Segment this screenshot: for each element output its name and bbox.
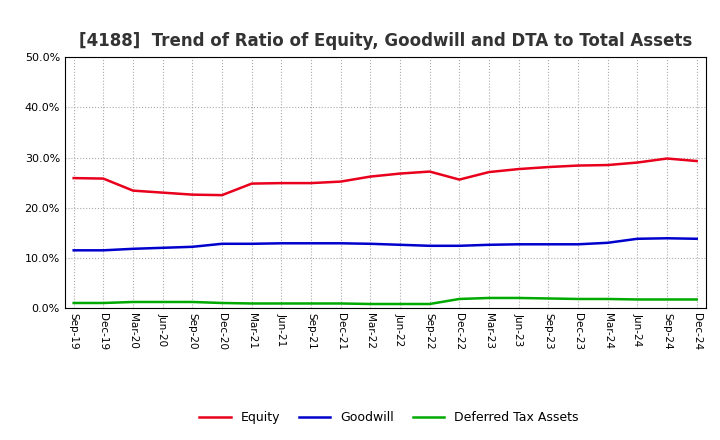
Deferred Tax Assets (396, 301, 405, 307)
Equity (158, 190, 167, 195)
Equity (248, 181, 256, 186)
Goodwill (307, 241, 315, 246)
Deferred Tax Assets (158, 299, 167, 304)
Goodwill (129, 246, 138, 251)
Deferred Tax Assets (455, 296, 464, 301)
Equity (633, 160, 642, 165)
Equity (662, 156, 671, 161)
Deferred Tax Assets (603, 296, 612, 301)
Deferred Tax Assets (426, 301, 434, 307)
Goodwill (69, 248, 78, 253)
Equity (99, 176, 108, 181)
Goodwill (248, 241, 256, 246)
Goodwill (633, 236, 642, 242)
Deferred Tax Assets (514, 295, 523, 301)
Equity (69, 176, 78, 181)
Goodwill (188, 244, 197, 249)
Line: Equity: Equity (73, 158, 697, 195)
Legend: Equity, Goodwill, Deferred Tax Assets: Equity, Goodwill, Deferred Tax Assets (194, 407, 583, 429)
Equity (574, 163, 582, 168)
Equity (188, 192, 197, 197)
Goodwill (603, 240, 612, 246)
Goodwill (277, 241, 286, 246)
Equity (514, 166, 523, 172)
Deferred Tax Assets (188, 299, 197, 304)
Deferred Tax Assets (366, 301, 374, 307)
Goodwill (99, 248, 108, 253)
Goodwill (455, 243, 464, 249)
Line: Deferred Tax Assets: Deferred Tax Assets (73, 298, 697, 304)
Equity (307, 180, 315, 186)
Deferred Tax Assets (129, 299, 138, 304)
Deferred Tax Assets (99, 301, 108, 306)
Equity (129, 188, 138, 193)
Line: Goodwill: Goodwill (73, 238, 697, 250)
Goodwill (514, 242, 523, 247)
Goodwill (396, 242, 405, 247)
Deferred Tax Assets (633, 297, 642, 302)
Goodwill (485, 242, 493, 247)
Deferred Tax Assets (485, 295, 493, 301)
Equity (277, 180, 286, 186)
Equity (693, 158, 701, 164)
Deferred Tax Assets (336, 301, 345, 306)
Equity (544, 165, 553, 170)
Goodwill (158, 245, 167, 250)
Equity (426, 169, 434, 174)
Goodwill (574, 242, 582, 247)
Deferred Tax Assets (693, 297, 701, 302)
Deferred Tax Assets (662, 297, 671, 302)
Equity (455, 177, 464, 182)
Goodwill (426, 243, 434, 249)
Equity (336, 179, 345, 184)
Deferred Tax Assets (217, 301, 226, 306)
Deferred Tax Assets (574, 296, 582, 301)
Goodwill (662, 236, 671, 241)
Title: [4188]  Trend of Ratio of Equity, Goodwill and DTA to Total Assets: [4188] Trend of Ratio of Equity, Goodwil… (78, 32, 692, 50)
Goodwill (544, 242, 553, 247)
Equity (396, 171, 405, 176)
Equity (366, 174, 374, 179)
Deferred Tax Assets (69, 301, 78, 306)
Goodwill (217, 241, 226, 246)
Deferred Tax Assets (307, 301, 315, 306)
Deferred Tax Assets (277, 301, 286, 306)
Goodwill (336, 241, 345, 246)
Equity (603, 162, 612, 168)
Deferred Tax Assets (544, 296, 553, 301)
Equity (485, 169, 493, 175)
Deferred Tax Assets (248, 301, 256, 306)
Equity (217, 193, 226, 198)
Goodwill (693, 236, 701, 242)
Goodwill (366, 241, 374, 246)
